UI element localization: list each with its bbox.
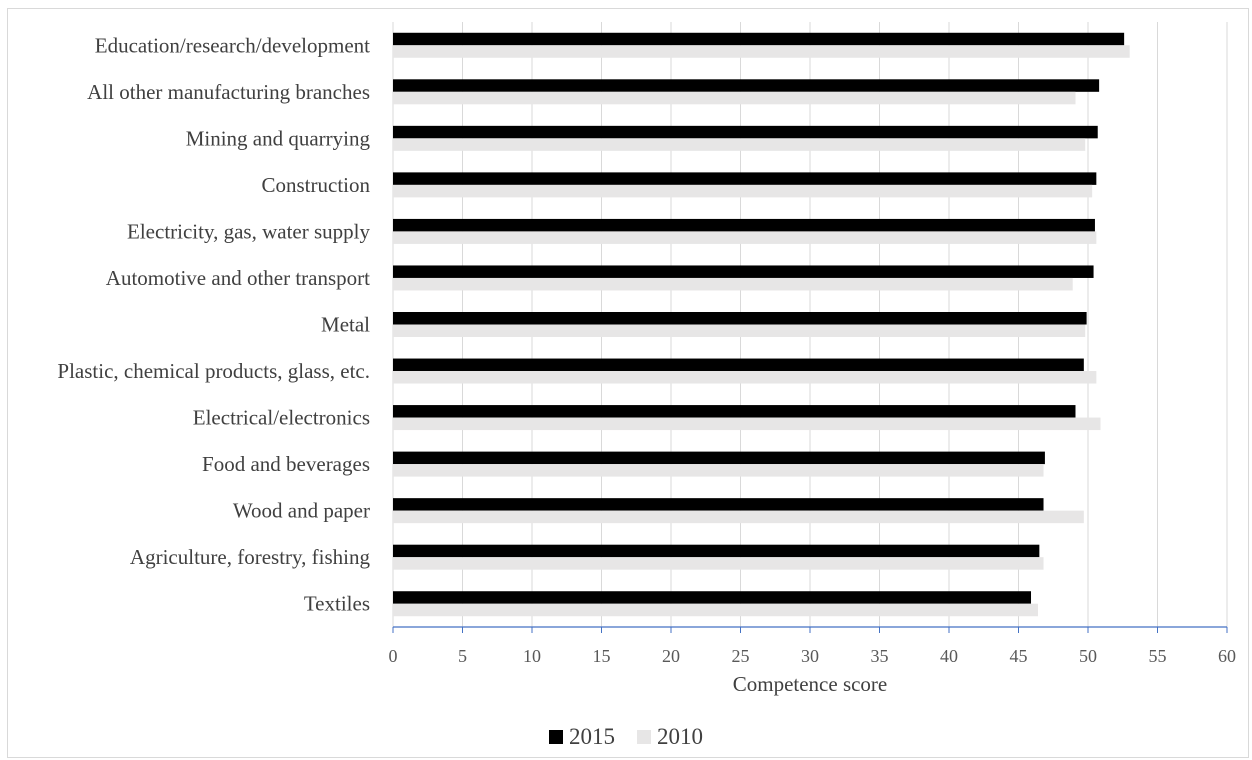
bar-2010	[393, 603, 1038, 617]
category-label: Agriculture, forestry, fishing	[130, 545, 371, 569]
bar-2010	[393, 45, 1130, 58]
bar-2015	[393, 172, 1097, 185]
x-tick-label: 0	[389, 646, 398, 666]
bar-2010	[393, 324, 1086, 337]
x-tick-label: 60	[1218, 646, 1236, 666]
category-label: Metal	[321, 313, 370, 337]
x-axis-ticks: 0 5 10 15 20 25 30 35 40 45 50 55 60	[389, 627, 1236, 666]
bar-2010	[393, 464, 1044, 477]
bar-2015	[393, 591, 1032, 604]
x-tick-label: 50	[1079, 646, 1097, 666]
x-tick-label: 35	[871, 646, 889, 666]
category-label: Mining and quarrying	[186, 126, 371, 150]
category-label: Textiles	[304, 592, 370, 616]
bar-2010	[393, 138, 1086, 151]
x-tick-label: 15	[593, 646, 611, 666]
bar-2010	[393, 277, 1073, 291]
bar-2015	[393, 265, 1094, 278]
bar-2015	[393, 218, 1095, 232]
legend-swatch-2015	[549, 730, 563, 744]
category-label: Plastic, chemical products, glass, etc.	[57, 359, 370, 383]
x-tick-label: 20	[662, 646, 680, 666]
bar-2015	[393, 405, 1076, 418]
legend-entry-2010: 2010	[637, 724, 703, 750]
bar-2015	[393, 544, 1040, 558]
category-label: Electrical/electronics	[193, 406, 370, 430]
bar-2010	[393, 371, 1097, 384]
bar-2010	[393, 510, 1084, 524]
x-tick-label: 25	[732, 646, 750, 666]
x-tick-label: 45	[1010, 646, 1028, 666]
bar-2015	[393, 451, 1045, 465]
x-axis-title: Competence score	[733, 672, 888, 696]
bar-2015	[393, 79, 1100, 92]
bar-2015	[393, 358, 1084, 372]
category-label: Electricity, gas, water supply	[127, 219, 370, 243]
x-tick-label: 40	[940, 646, 958, 666]
category-label: Automotive and other transport	[106, 266, 370, 290]
category-label: All other manufacturing branches	[87, 80, 370, 104]
legend: 2015 2010	[0, 722, 1252, 752]
legend-swatch-2010	[637, 730, 651, 744]
legend-label-2015: 2015	[569, 724, 615, 749]
bar-2015	[393, 32, 1125, 46]
bars	[393, 32, 1130, 617]
legend-label-2010: 2010	[657, 724, 703, 749]
bar-2010	[393, 231, 1097, 244]
category-labels: Education/research/development All other …	[57, 33, 370, 615]
bar-2010	[393, 91, 1076, 105]
legend-entry-2015: 2015	[549, 724, 615, 750]
category-label: Wood and paper	[233, 499, 370, 523]
bar-2010	[393, 557, 1044, 570]
x-tick-label: 5	[458, 646, 467, 666]
x-tick-label: 55	[1149, 646, 1167, 666]
bar-2015	[393, 498, 1044, 511]
bar-2015	[393, 312, 1087, 325]
category-label: Food and beverages	[202, 452, 370, 476]
bar-2010	[393, 417, 1101, 431]
category-label: Construction	[262, 173, 371, 197]
x-tick-label: 30	[801, 646, 819, 666]
category-label: Education/research/development	[95, 33, 370, 57]
x-tick-label: 10	[523, 646, 541, 666]
bar-2010	[393, 184, 1093, 198]
bar-2015	[393, 125, 1098, 139]
